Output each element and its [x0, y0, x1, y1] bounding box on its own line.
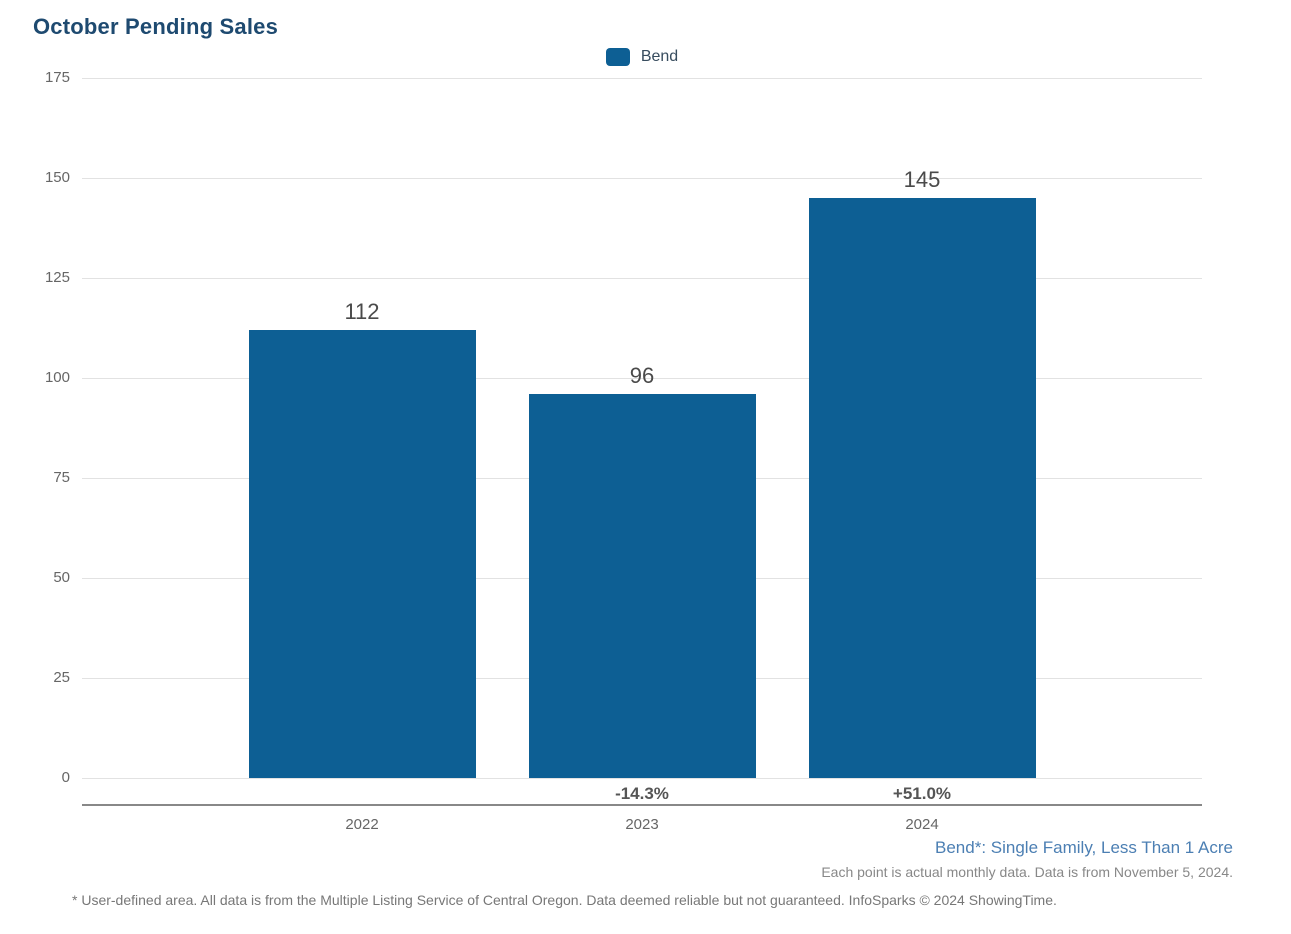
x-axis-label-2023: 2023 — [625, 816, 659, 833]
y-axis-tick-label: 125 — [44, 269, 70, 286]
legend-color-swatch — [605, 48, 630, 66]
gridline-y-100 — [82, 378, 1202, 379]
series-definition-note: Bend*: Single Family, Less Than 1 Acre — [935, 838, 1233, 857]
gridline-y-125 — [82, 278, 1202, 279]
gridline-y-150 — [82, 178, 1202, 179]
data-date-note: Each point is actual monthly data. Data … — [821, 864, 1233, 880]
bar-value-label: 112 — [344, 299, 380, 324]
plot-area: 112 96 145 — [82, 78, 1202, 779]
bar-2024 — [808, 198, 1036, 778]
disclaimer-note: * User-defined area. All data is from th… — [72, 892, 1057, 908]
gridline-y-175 — [82, 78, 1202, 79]
y-axis-tick-label: 50 — [53, 569, 70, 586]
chart-title: October Pending Sales — [33, 14, 279, 39]
x-axis-line — [82, 804, 1202, 806]
pct-change-label: +51.0% — [892, 784, 952, 803]
x-axis-label-2024: 2024 — [905, 816, 939, 833]
legend-label: Bend — [640, 48, 679, 65]
bar-2022 — [248, 330, 476, 778]
y-axis-tick-label: 25 — [53, 669, 70, 686]
bar-2023 — [528, 394, 756, 778]
y-axis-tick-label: 150 — [44, 169, 70, 186]
y-axis-tick-label: 175 — [44, 69, 70, 86]
legend-item-bend[interactable]: Bend — [82, 45, 1202, 69]
y-axis-tick-label: 75 — [53, 469, 70, 486]
y-axis-tick-label: 0 — [61, 769, 70, 786]
bar-value-label: 96 — [629, 363, 655, 388]
bar-value-label: 145 — [903, 167, 941, 192]
y-axis-tick-label: 100 — [44, 369, 70, 386]
x-axis-label-2022: 2022 — [345, 816, 379, 833]
gridline-y-0 — [82, 778, 1202, 779]
pct-change-label: -14.3% — [615, 784, 669, 803]
